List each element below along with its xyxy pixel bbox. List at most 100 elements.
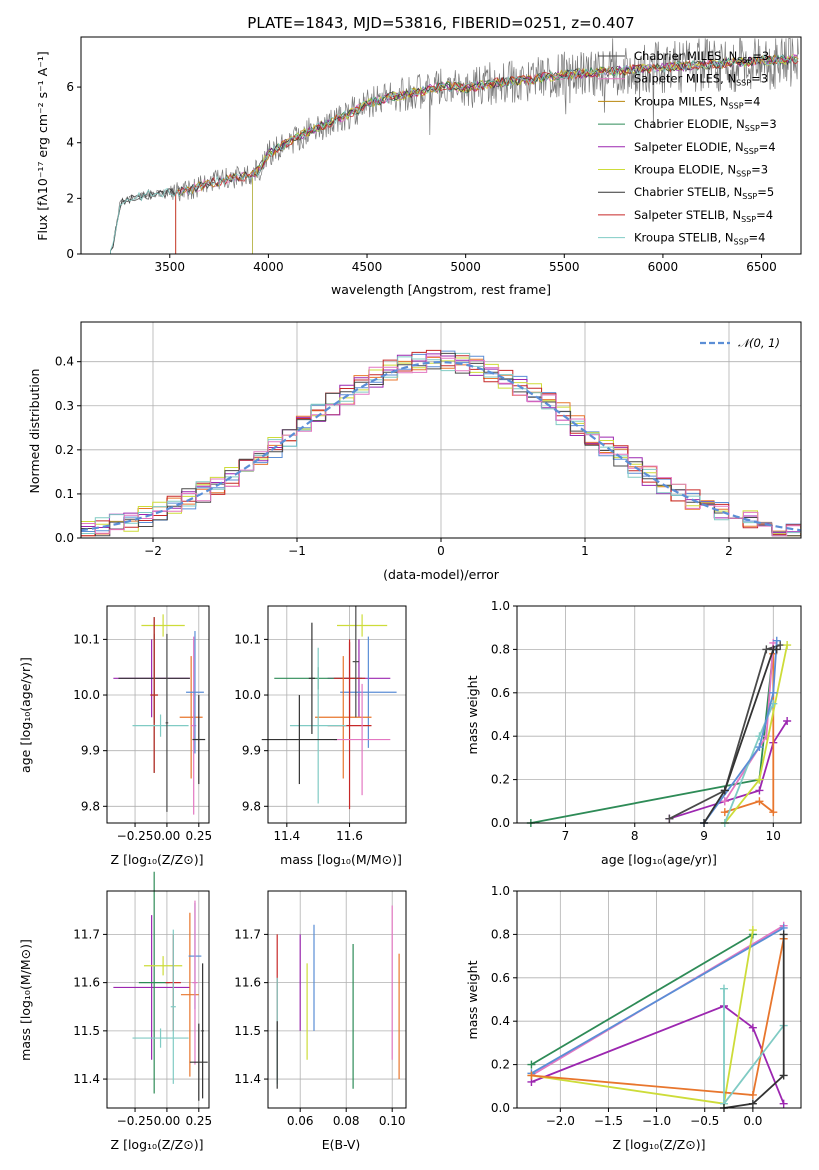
x-tick-label: 0.10 <box>379 1114 406 1128</box>
x-tick-label: −1.5 <box>594 1114 623 1128</box>
legend-entry-label: Chabrier MILES, NSSP=3 <box>634 49 769 65</box>
legend-entry-label: Kroupa ELODIE, NSSP=3 <box>634 163 768 179</box>
x-tick-label: 8 <box>631 829 639 843</box>
axes-frame <box>80 321 802 539</box>
x-tick-label: −0.25 <box>117 829 154 843</box>
weight-vs-age-ylabel: mass weight <box>465 675 480 754</box>
weight-point-marker <box>527 1071 536 1080</box>
weight-point-marker <box>527 1060 536 1069</box>
y-tick-label: 1.0 <box>491 884 510 898</box>
x-tick-label: −0.5 <box>690 1114 719 1128</box>
x-tick-label: 10 <box>766 829 781 843</box>
weight-point-marker <box>772 636 781 645</box>
weight-point-marker <box>748 1023 757 1032</box>
x-tick-label: 3500 <box>154 260 185 274</box>
y-tick-label: 0.8 <box>491 642 510 656</box>
x-tick-label: 5500 <box>549 260 580 274</box>
weight-point-marker <box>776 641 785 650</box>
age-vs-metallicity-panel: −0.25 0.00 0.25 9.8 9.9 10.0 10.1 Z [log₁₀(Z/Z… <box>18 605 212 867</box>
y-tick-label: 10.0 <box>234 688 261 702</box>
legend-entry-label: Chabrier ELODIE, NSSP=3 <box>634 117 777 133</box>
weight-point-marker <box>783 717 792 726</box>
x-tick-label: 0.06 <box>287 1114 314 1128</box>
y-tick-label: 0.2 <box>55 443 74 457</box>
weight-vs-age-xlabel: age [log₁₀(age/yr)] <box>601 852 717 867</box>
x-tick-label: 0.25 <box>185 829 212 843</box>
legend-entry-label: Kroupa MILES, NSSP=4 <box>634 94 760 110</box>
x-tick-label: 9 <box>700 829 708 843</box>
x-tick-label: −2.0 <box>546 1114 575 1128</box>
age-vs-metallicity-xlabel: Z [log₁₀(Z/Z⊙)] <box>111 852 204 867</box>
x-tick-label: −1 <box>288 544 306 558</box>
weight-series-line <box>531 1004 785 1105</box>
x-tick-label: 11.4 <box>273 829 300 843</box>
weight-point-marker <box>769 688 778 697</box>
weight-point-marker <box>720 797 729 806</box>
legend-entry-label: Salpeter ELODIE, NSSP=4 <box>634 140 776 156</box>
x-tick-label: 1 <box>581 544 589 558</box>
mass-vs-ebv-xlabel: E(B-V) <box>322 1137 361 1152</box>
weight-series-line <box>703 640 778 824</box>
weight-series-line <box>724 653 775 814</box>
y-tick-label: 9.8 <box>81 799 100 813</box>
y-tick-label: 0.0 <box>55 531 74 545</box>
axes-frame <box>267 605 407 824</box>
x-tick-label: 5000 <box>450 260 481 274</box>
spectrum-marks: 3500 4000 4500 5000 5500 6000 6500 0 2 4 6 <box>66 36 802 274</box>
y-tick-label: 0.0 <box>491 816 510 830</box>
y-tick-label: 6 <box>66 80 74 94</box>
weight-vs-metallicity-marks: −2.0 −1.5 −1.0 −0.5 0.0 0.0 0.2 0.4 0.6 0.8 1.0 <box>491 884 802 1128</box>
y-tick-label: 0.4 <box>55 355 74 369</box>
y-tick-label: 0.2 <box>491 1058 510 1072</box>
weight-point-marker <box>769 808 778 817</box>
weight-series-line <box>531 938 785 1096</box>
weight-point-marker <box>748 1099 757 1108</box>
histogram-step-line <box>81 356 801 537</box>
weight-vs-age-panel: 7 8 9 10 0.0 0.2 0.4 0.6 0.8 1.0 age [log₁₀(age/y… <box>465 599 802 867</box>
histogram-step-line <box>81 353 801 537</box>
y-tick-label: 9.9 <box>242 744 261 758</box>
weight-series-line <box>723 934 785 1109</box>
weight-series-line <box>530 927 785 1075</box>
residuals-marks: −2 −1 0 1 2 0.0 0.1 0.2 0.3 0.4 <box>55 321 802 558</box>
mass-vs-ebv-marks: 0.06 0.08 0.10 11.4 11.5 11.6 11.7 <box>234 890 407 1128</box>
y-tick-label: 10.1 <box>73 632 100 646</box>
spectrum-ylabel: Flux [fλ10⁻¹⁷ erg cm⁻² s⁻¹ A⁻¹] <box>35 51 50 240</box>
y-tick-label: 11.6 <box>234 976 261 990</box>
weight-point-marker <box>779 930 788 939</box>
y-tick-label: 0 <box>66 247 74 261</box>
mass-vs-metallicity-xlabel: Z [log₁₀(Z/Z⊙)] <box>111 1137 204 1152</box>
spectrum-xlabel: wavelength [Angstrom, rest frame] <box>331 282 551 297</box>
y-tick-label: 0.1 <box>55 487 74 501</box>
weight-point-marker <box>755 775 764 784</box>
y-tick-label: 0.4 <box>491 729 510 743</box>
y-tick-label: 11.7 <box>234 927 261 941</box>
x-tick-label: 0.00 <box>154 1114 181 1128</box>
weight-point-marker <box>748 1090 757 1099</box>
model-spectrum-line <box>110 54 798 254</box>
model-spectrum-line <box>175 55 799 254</box>
weight-point-marker <box>665 814 674 823</box>
spectrum-panel: 3500 4000 4500 5000 5500 6000 6500 0 2 4 6 Chabrie… <box>35 36 802 297</box>
spectrum-legend: Chabrier MILES, NSSP=3 Salpeter MILES, NS… <box>598 49 777 247</box>
weight-point-marker <box>755 743 764 752</box>
residuals-ylabel: Normed distribution <box>27 369 42 494</box>
x-tick-label: 11.6 <box>336 829 363 843</box>
x-tick-label: −0.25 <box>117 1114 154 1128</box>
x-tick-label: 6000 <box>648 260 679 274</box>
axes-frame <box>516 605 802 824</box>
y-tick-label: 11.5 <box>73 1024 100 1038</box>
y-tick-label: 11.4 <box>73 1072 100 1086</box>
y-tick-label: 11.4 <box>234 1072 261 1086</box>
x-tick-label: 4000 <box>253 260 284 274</box>
weight-point-marker <box>748 926 757 935</box>
weight-point-marker <box>720 808 729 817</box>
weight-point-marker <box>755 797 764 806</box>
y-tick-label: 9.8 <box>242 799 261 813</box>
x-tick-label: −1.0 <box>642 1114 671 1128</box>
axes-frame <box>106 605 210 824</box>
y-tick-label: 2 <box>66 191 74 205</box>
y-tick-label: 0.4 <box>491 1014 510 1028</box>
y-tick-label: 0.6 <box>491 686 510 700</box>
y-tick-label: 10.0 <box>73 688 100 702</box>
